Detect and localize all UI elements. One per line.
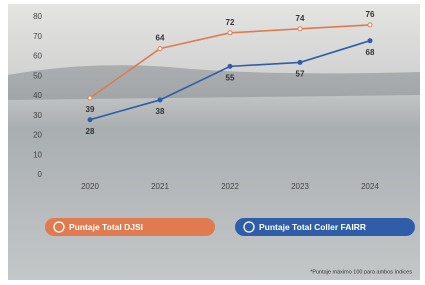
data-point	[298, 27, 302, 31]
data-point	[228, 64, 232, 68]
data-label: 38	[156, 107, 165, 116]
footnote: *Puntaje máximo 100 para ambos índices	[310, 269, 412, 275]
y-tick-label: 80	[33, 12, 42, 21]
data-point	[368, 39, 372, 43]
y-tick-label: 40	[33, 91, 42, 100]
data-point	[158, 98, 162, 102]
data-point	[158, 47, 162, 51]
data-point	[298, 60, 302, 64]
data-point	[228, 31, 232, 35]
y-tick-label: 70	[33, 32, 42, 41]
data-label: 76	[366, 10, 375, 19]
data-label: 64	[156, 34, 165, 43]
x-tick-label: 2023	[291, 182, 309, 191]
data-label: 57	[296, 70, 305, 79]
data-point	[88, 96, 92, 100]
legend-label: Puntaje Total DJSI	[69, 222, 143, 232]
x-tick-label: 2024	[361, 182, 379, 191]
data-label: 39	[86, 105, 95, 114]
y-tick-label: 0	[38, 170, 43, 179]
y-tick-label: 50	[33, 71, 42, 80]
data-label: 55	[226, 73, 235, 82]
background	[8, 4, 420, 280]
x-tick-label: 2022	[221, 182, 239, 191]
data-label: 68	[366, 48, 375, 57]
y-tick-label: 60	[33, 52, 42, 61]
x-tick-label: 2021	[151, 182, 169, 191]
data-label: 28	[86, 127, 95, 136]
legend-label: Puntaje Total Coller FAIRR	[259, 222, 366, 232]
data-point	[88, 118, 92, 122]
data-label: 74	[296, 14, 305, 23]
x-tick-label: 2020	[81, 182, 99, 191]
y-tick-label: 10	[33, 150, 42, 159]
data-label: 72	[226, 18, 235, 27]
data-point	[368, 23, 372, 27]
y-tick-label: 30	[33, 111, 42, 120]
y-tick-label: 20	[33, 131, 42, 140]
chart: *Puntaje máximo 100 para ambos índices 0…	[0, 0, 425, 285]
